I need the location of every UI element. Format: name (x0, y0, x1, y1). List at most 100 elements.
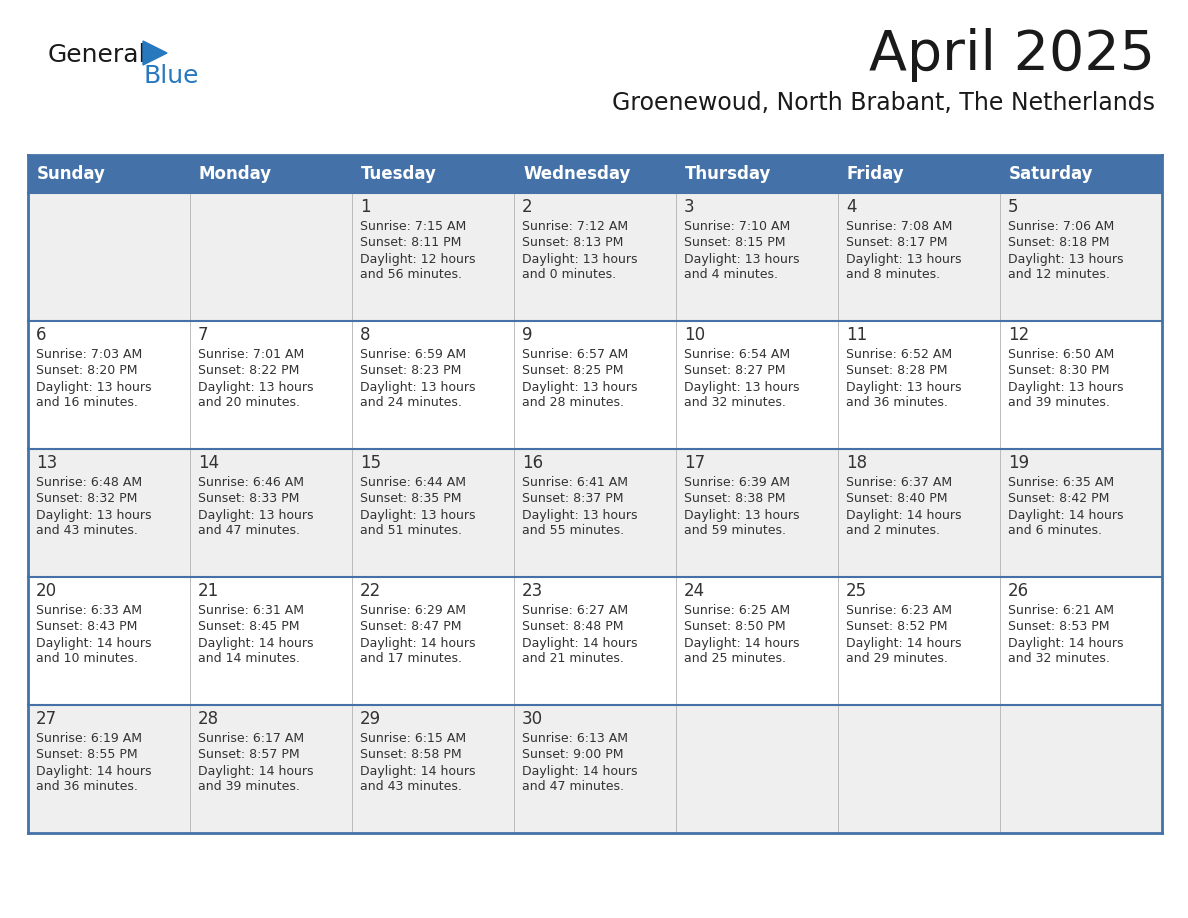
Text: Sunrise: 7:08 AM: Sunrise: 7:08 AM (846, 220, 953, 233)
Text: 1: 1 (360, 198, 371, 216)
Text: Sunday: Sunday (37, 165, 106, 183)
Text: Sunrise: 6:59 AM: Sunrise: 6:59 AM (360, 349, 466, 362)
Text: Sunset: 8:30 PM: Sunset: 8:30 PM (1007, 364, 1110, 377)
Text: 12: 12 (1007, 326, 1029, 344)
Text: General: General (48, 43, 146, 67)
Text: Sunrise: 6:37 AM: Sunrise: 6:37 AM (846, 476, 952, 489)
Text: Sunset: 8:45 PM: Sunset: 8:45 PM (198, 621, 299, 633)
Text: and 16 minutes.: and 16 minutes. (36, 397, 138, 409)
Text: 15: 15 (360, 454, 381, 472)
Text: Sunset: 8:35 PM: Sunset: 8:35 PM (360, 492, 461, 506)
Text: Daylight: 13 hours: Daylight: 13 hours (846, 252, 961, 265)
Text: Daylight: 14 hours: Daylight: 14 hours (522, 636, 638, 650)
Text: Daylight: 13 hours: Daylight: 13 hours (198, 380, 314, 394)
Text: and 39 minutes.: and 39 minutes. (198, 780, 299, 793)
Text: Daylight: 13 hours: Daylight: 13 hours (1007, 252, 1124, 265)
Text: 18: 18 (846, 454, 867, 472)
Text: Sunrise: 6:46 AM: Sunrise: 6:46 AM (198, 476, 304, 489)
Text: 13: 13 (36, 454, 57, 472)
Text: Sunset: 8:20 PM: Sunset: 8:20 PM (36, 364, 138, 377)
Text: Sunset: 8:50 PM: Sunset: 8:50 PM (684, 621, 785, 633)
Text: Sunrise: 6:19 AM: Sunrise: 6:19 AM (36, 733, 143, 745)
Text: and 20 minutes.: and 20 minutes. (198, 397, 301, 409)
Text: and 29 minutes.: and 29 minutes. (846, 653, 948, 666)
Text: and 51 minutes.: and 51 minutes. (360, 524, 462, 538)
Text: Daylight: 14 hours: Daylight: 14 hours (522, 765, 638, 778)
Text: 20: 20 (36, 582, 57, 600)
Text: 11: 11 (846, 326, 867, 344)
Text: Sunrise: 7:01 AM: Sunrise: 7:01 AM (198, 349, 304, 362)
Text: 24: 24 (684, 582, 706, 600)
Text: 22: 22 (360, 582, 381, 600)
Text: and 56 minutes.: and 56 minutes. (360, 268, 462, 282)
Text: Sunset: 8:43 PM: Sunset: 8:43 PM (36, 621, 138, 633)
Text: Daylight: 13 hours: Daylight: 13 hours (522, 509, 638, 521)
Text: Sunrise: 7:12 AM: Sunrise: 7:12 AM (522, 220, 628, 233)
Bar (29, 705, 1162, 833)
Text: Sunset: 8:58 PM: Sunset: 8:58 PM (360, 748, 462, 762)
Text: 8: 8 (360, 326, 371, 344)
Text: 27: 27 (36, 710, 57, 728)
Text: and 32 minutes.: and 32 minutes. (1007, 653, 1110, 666)
Text: Daylight: 14 hours: Daylight: 14 hours (846, 509, 961, 521)
Text: Sunset: 9:00 PM: Sunset: 9:00 PM (522, 748, 624, 762)
Text: Sunrise: 6:13 AM: Sunrise: 6:13 AM (522, 733, 628, 745)
Text: 2: 2 (522, 198, 532, 216)
Text: 30: 30 (522, 710, 543, 728)
Text: Sunset: 8:28 PM: Sunset: 8:28 PM (846, 364, 948, 377)
Text: and 2 minutes.: and 2 minutes. (846, 524, 940, 538)
Text: Sunset: 8:53 PM: Sunset: 8:53 PM (1007, 621, 1110, 633)
Text: Sunset: 8:33 PM: Sunset: 8:33 PM (198, 492, 299, 506)
Polygon shape (143, 41, 168, 65)
Text: and 43 minutes.: and 43 minutes. (360, 780, 462, 793)
Text: 28: 28 (198, 710, 219, 728)
Bar (29, 449, 1162, 577)
Text: Daylight: 13 hours: Daylight: 13 hours (360, 380, 475, 394)
Text: 10: 10 (684, 326, 706, 344)
Text: 7: 7 (198, 326, 209, 344)
Text: Daylight: 13 hours: Daylight: 13 hours (198, 509, 314, 521)
Text: Daylight: 14 hours: Daylight: 14 hours (1007, 636, 1124, 650)
Text: Sunset: 8:55 PM: Sunset: 8:55 PM (36, 748, 138, 762)
Text: Sunset: 8:25 PM: Sunset: 8:25 PM (522, 364, 624, 377)
Text: Sunrise: 6:57 AM: Sunrise: 6:57 AM (522, 349, 628, 362)
Text: and 32 minutes.: and 32 minutes. (684, 397, 786, 409)
Text: Sunset: 8:22 PM: Sunset: 8:22 PM (198, 364, 299, 377)
Text: 19: 19 (1007, 454, 1029, 472)
Text: Sunset: 8:17 PM: Sunset: 8:17 PM (846, 237, 948, 250)
Text: Sunrise: 6:41 AM: Sunrise: 6:41 AM (522, 476, 628, 489)
Text: and 10 minutes.: and 10 minutes. (36, 653, 138, 666)
Text: Daylight: 14 hours: Daylight: 14 hours (846, 636, 961, 650)
Bar (29, 193, 1162, 321)
Text: Sunrise: 6:31 AM: Sunrise: 6:31 AM (198, 604, 304, 618)
Text: and 28 minutes.: and 28 minutes. (522, 397, 624, 409)
Text: Wednesday: Wednesday (523, 165, 631, 183)
Text: Sunset: 8:48 PM: Sunset: 8:48 PM (522, 621, 624, 633)
Bar (29, 577, 1162, 705)
Text: Sunrise: 6:15 AM: Sunrise: 6:15 AM (360, 733, 466, 745)
Text: and 39 minutes.: and 39 minutes. (1007, 397, 1110, 409)
Text: Daylight: 13 hours: Daylight: 13 hours (846, 380, 961, 394)
Text: Daylight: 12 hours: Daylight: 12 hours (360, 252, 475, 265)
Text: Sunrise: 6:25 AM: Sunrise: 6:25 AM (684, 604, 790, 618)
Text: and 12 minutes.: and 12 minutes. (1007, 268, 1110, 282)
Text: and 25 minutes.: and 25 minutes. (684, 653, 786, 666)
Text: Sunrise: 7:03 AM: Sunrise: 7:03 AM (36, 349, 143, 362)
Text: Sunset: 8:15 PM: Sunset: 8:15 PM (684, 237, 785, 250)
Text: Sunset: 8:23 PM: Sunset: 8:23 PM (360, 364, 461, 377)
Text: Daylight: 13 hours: Daylight: 13 hours (360, 509, 475, 521)
Text: Daylight: 14 hours: Daylight: 14 hours (198, 765, 314, 778)
Text: 21: 21 (198, 582, 220, 600)
Bar (29, 155, 1162, 193)
Text: and 8 minutes.: and 8 minutes. (846, 268, 940, 282)
Text: Sunset: 8:37 PM: Sunset: 8:37 PM (522, 492, 624, 506)
Text: and 55 minutes.: and 55 minutes. (522, 524, 624, 538)
Text: and 4 minutes.: and 4 minutes. (684, 268, 778, 282)
Text: 25: 25 (846, 582, 867, 600)
Text: Saturday: Saturday (1009, 165, 1093, 183)
Text: Groenewoud, North Brabant, The Netherlands: Groenewoud, North Brabant, The Netherlan… (612, 91, 1155, 115)
Text: and 36 minutes.: and 36 minutes. (846, 397, 948, 409)
Text: and 43 minutes.: and 43 minutes. (36, 524, 138, 538)
Text: Friday: Friday (847, 165, 904, 183)
Text: Daylight: 13 hours: Daylight: 13 hours (522, 380, 638, 394)
